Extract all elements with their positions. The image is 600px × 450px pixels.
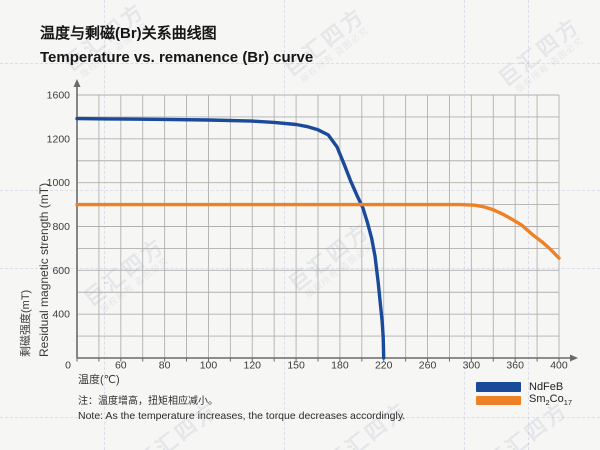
page-title-en: Temperature vs. remanence (Br) curve (40, 49, 314, 66)
legend-label-sm2co17: Sm2Co17 (529, 393, 573, 408)
chart-title-block: 温度与剩磁(Br)关系曲线图 Temperature vs. remanence… (40, 22, 313, 66)
background-dashed-line (0, 190, 600, 191)
background-dashed-line (0, 63, 600, 64)
background-dashed-line (464, 0, 465, 450)
page-title-zh: 温度与剩磁(Br)关系曲线图 (40, 25, 217, 42)
footnote: 注：温度增高，扭矩相应减小。 Note: As the temperature … (78, 392, 405, 422)
legend-item-ndfeb: NdFeB (476, 380, 572, 394)
legend-item-sm2co17: Sm2Co17 (476, 393, 573, 408)
svg-text:1600: 1600 (47, 90, 71, 102)
svg-text:400: 400 (550, 360, 568, 372)
svg-text:1200: 1200 (47, 133, 71, 145)
footnote-en: Note: As the temperature increases, the … (78, 410, 406, 422)
svg-text:400: 400 (52, 309, 70, 321)
ndfeb-color-swatch (476, 382, 521, 392)
y-axis-title-en: Residual magnetic strength (mT) (37, 182, 51, 357)
svg-text:800: 800 (52, 221, 70, 233)
svg-text:120: 120 (244, 360, 262, 372)
legend-label-ndfeb: NdFeB (529, 380, 564, 393)
svg-text:0: 0 (65, 360, 71, 372)
svg-text:220: 220 (375, 360, 393, 372)
background-dashed-line (0, 417, 600, 418)
sm2co17-color-swatch (476, 395, 521, 405)
svg-text:80: 80 (159, 360, 171, 372)
background-dashed-line (0, 268, 600, 269)
svg-text:150: 150 (287, 360, 305, 372)
y-axis-title-zh: 剩磁强度(mT) (20, 289, 32, 357)
background-dashed-line (104, 0, 105, 450)
svg-text:600: 600 (52, 265, 70, 277)
svg-text:1000: 1000 (47, 177, 71, 189)
x-axis-title: 温度(℃) (78, 374, 120, 386)
svg-text:260: 260 (419, 360, 437, 372)
background-dashed-line (528, 0, 529, 450)
svg-text:60: 60 (115, 360, 127, 372)
footnote-zh: 注：温度增高，扭矩相应减小。 (78, 396, 218, 407)
svg-text:100: 100 (200, 360, 218, 372)
background-dashed-line (284, 0, 285, 450)
svg-text:180: 180 (331, 360, 349, 372)
svg-text:360: 360 (506, 360, 524, 372)
legend: NdFeB Sm2Co17 (476, 380, 572, 407)
svg-text:300: 300 (463, 360, 481, 372)
